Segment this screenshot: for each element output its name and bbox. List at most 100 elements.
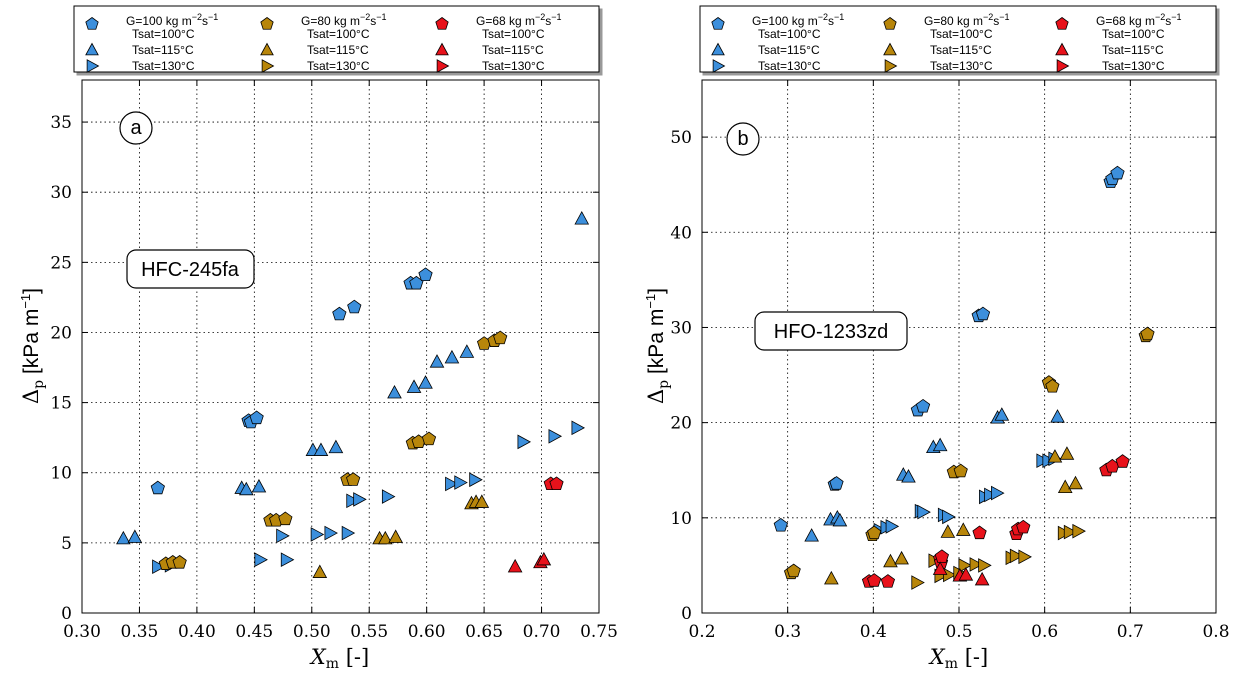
x-tick-label: 0.6 xyxy=(1031,622,1058,642)
data-point xyxy=(969,557,984,572)
data-point xyxy=(418,375,433,389)
x-tick-label: 0.60 xyxy=(408,622,446,642)
data-point xyxy=(571,420,586,436)
y-tick-label: 30 xyxy=(50,183,72,203)
data-point xyxy=(829,476,844,490)
y-axis-label: Δp [kPa m−1] xyxy=(643,288,672,404)
y-tick-label: 40 xyxy=(670,223,692,243)
data-point xyxy=(1063,524,1078,540)
legend-label: G=100 kg m−2s−1 xyxy=(126,12,218,28)
legend-label: Tsat=115°C xyxy=(1102,43,1164,57)
data-point xyxy=(1057,479,1073,494)
x-tick-label: 0.50 xyxy=(293,622,331,642)
legend-label: G=68 kg m−2s−1 xyxy=(1096,12,1182,28)
legend-marker xyxy=(260,42,274,56)
legend-marker xyxy=(884,59,898,73)
data-point xyxy=(493,330,508,345)
legend-marker xyxy=(436,59,450,73)
legend-label: Tsat=130°C xyxy=(758,59,821,73)
legend-marker xyxy=(435,17,449,30)
svg-text:Δp [kPa m−1]: Δp [kPa m−1] xyxy=(18,288,47,404)
data-point xyxy=(346,472,361,486)
data-point xyxy=(387,384,402,399)
y-axis-label: Δp [kPa m−1] xyxy=(18,288,47,404)
svg-text:b: b xyxy=(737,128,748,150)
legend-label: Tsat=115°C xyxy=(307,43,369,57)
data-point xyxy=(832,512,848,527)
data-point xyxy=(459,344,475,358)
y-tick-label: 30 xyxy=(670,318,692,338)
legend-marker xyxy=(1055,17,1069,30)
chart-a: 0.30 0.35 0.40 0.45 0.50 0.55 0.60 0.65 0.70 0.75… xyxy=(18,79,618,672)
data-point xyxy=(332,306,347,321)
svg-text:Δp [kPa m−1]: Δp [kPa m−1] xyxy=(643,288,672,404)
legend-marker xyxy=(1056,59,1070,73)
x-tick-label: 0.8 xyxy=(1202,622,1229,642)
legend-label: Tsat=100°C xyxy=(307,27,370,41)
data-point xyxy=(804,528,819,542)
x-tick-label: 0.4 xyxy=(860,622,887,642)
legend-label: Tsat=100°C xyxy=(132,27,195,41)
y-tick-label: 10 xyxy=(50,464,72,484)
legend-label: Tsat=100°C xyxy=(1102,27,1165,41)
svg-text:Xm [-]: Xm [-] xyxy=(309,645,369,672)
data-point xyxy=(328,439,344,454)
data-point xyxy=(429,354,445,368)
data-point xyxy=(955,522,971,536)
legend-marker xyxy=(261,59,275,73)
data-point xyxy=(507,558,523,573)
data-point xyxy=(1018,549,1032,565)
data-point xyxy=(917,504,931,520)
ticks: 0.30 0.35 0.40 0.45 0.50 0.55 0.60 0.65 0.70 0.75… xyxy=(50,80,618,642)
legend-marker xyxy=(260,17,274,30)
x-tick-label: 0.3 xyxy=(774,622,801,642)
data-point xyxy=(347,299,362,314)
data-point xyxy=(984,487,998,503)
data-point xyxy=(885,519,900,534)
x-tick-label: 0.40 xyxy=(178,622,216,642)
chart-b: 0.2 0.3 0.4 0.5 0.6 0.7 0.8 0 10 20 30 40 50 b HFO-1… xyxy=(643,79,1230,672)
x-axis-label: Xm [-] xyxy=(928,645,988,672)
data-point xyxy=(1059,446,1075,460)
plot-area xyxy=(81,79,600,614)
data-point xyxy=(942,509,956,525)
svg-text:HFO-1233zd: HFO-1233zd xyxy=(774,321,889,343)
x-tick-label: 0.75 xyxy=(580,622,618,642)
data-point xyxy=(421,431,437,446)
data-point xyxy=(880,574,896,588)
data-point xyxy=(276,528,290,544)
data-point xyxy=(377,530,393,545)
data-point xyxy=(324,525,338,541)
data-point xyxy=(278,511,293,526)
legend-a: G=100 kg m−2s−1Tsat=100°CTsat=115°CTsat=… xyxy=(73,5,600,73)
data-point xyxy=(310,527,325,542)
data-point xyxy=(1009,548,1024,564)
data-point xyxy=(313,442,329,456)
svg-text:a: a xyxy=(130,117,142,139)
legend-label: Tsat=100°C xyxy=(482,27,545,41)
legend-label: Tsat=130°C xyxy=(482,59,545,73)
legend-label: G=100 kg m−2s−1 xyxy=(752,12,844,28)
legend-marker xyxy=(85,42,99,56)
data-point xyxy=(867,525,882,540)
data-point xyxy=(972,525,987,540)
legend-label: Tsat=100°C xyxy=(758,27,821,41)
data-point xyxy=(150,480,165,495)
data-point xyxy=(1110,165,1125,180)
data-point xyxy=(254,552,268,568)
y-tick-label: 25 xyxy=(50,253,72,273)
legend-frame xyxy=(73,5,600,73)
data-point xyxy=(932,437,948,452)
legend-frame xyxy=(699,5,1217,73)
data-point xyxy=(249,410,264,425)
data-point xyxy=(238,481,254,496)
data-point xyxy=(469,472,483,488)
x-tick-label: 0.70 xyxy=(523,622,561,642)
data-point xyxy=(953,463,968,478)
data-point xyxy=(1140,326,1155,341)
data-point xyxy=(346,493,360,509)
data-point xyxy=(978,558,992,573)
y-tick-label: 50 xyxy=(670,128,692,148)
legend-label: G=68 kg m−2s−1 xyxy=(476,12,562,28)
